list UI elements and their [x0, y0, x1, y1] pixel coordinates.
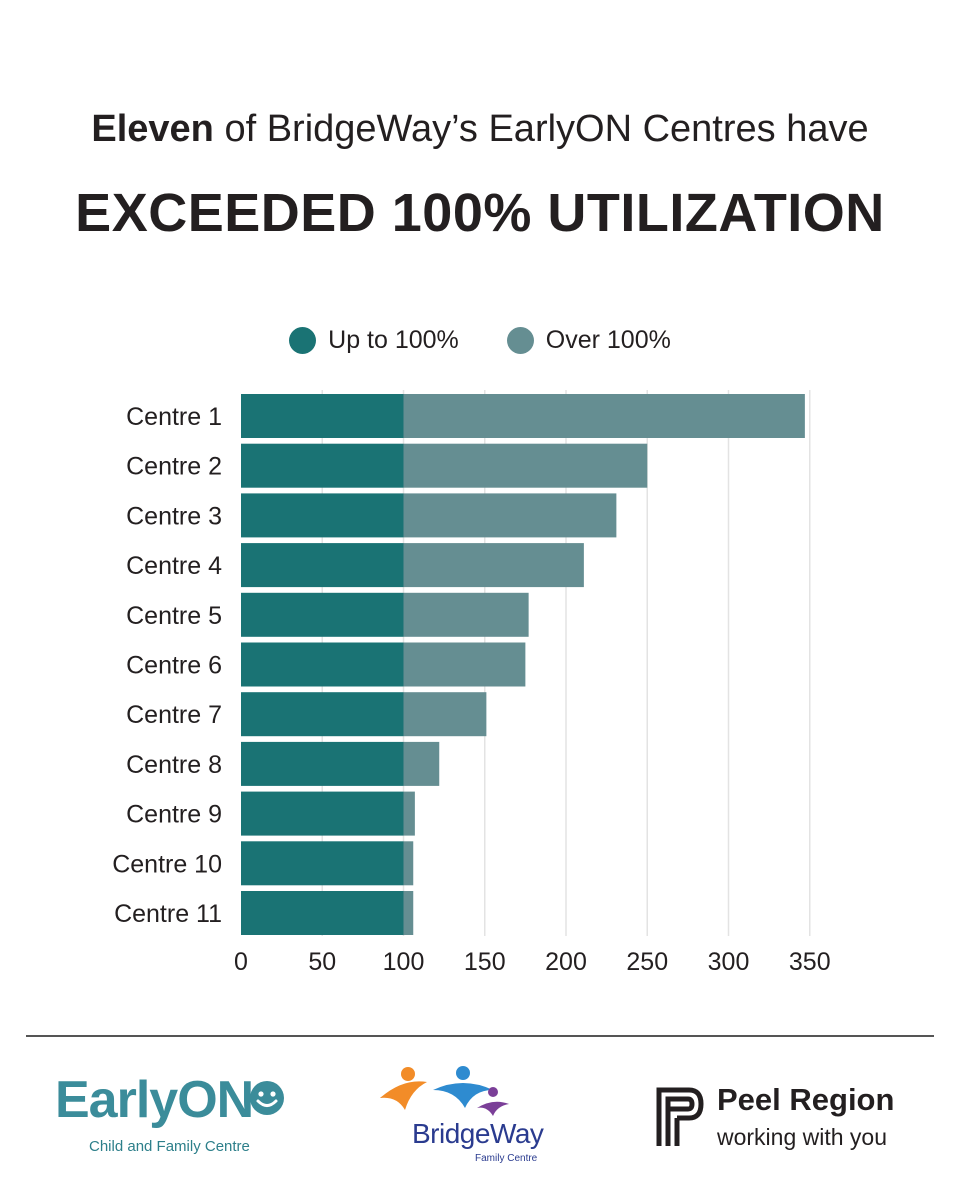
bar-over-100-8	[403, 741, 440, 786]
legend-label-up-to-100: Up to 100%	[328, 326, 459, 354]
headline: Eleven of BridgeWay’s EarlyON Centres ha…	[0, 108, 960, 151]
bar-over-100-2	[403, 443, 648, 488]
subheadline: EXCEEDED 100% UTILIZATION	[75, 183, 885, 243]
x-tick-label-0: 0	[234, 948, 248, 976]
legend-label-over-100: Over 100%	[545, 326, 671, 354]
earlyon-logo: EarlyON Child and Family Centre	[55, 1070, 284, 1165]
category-label-8: Centre 8	[126, 751, 222, 779]
bar-up-to-100-4	[241, 543, 404, 588]
bar-up-to-100-11	[241, 891, 404, 935]
legend-swatch-up-to-100	[289, 327, 317, 354]
peel-region-mark-icon	[656, 1087, 704, 1146]
x-tick-label-300: 300	[708, 948, 750, 976]
peel-region-tagline: working with you	[717, 1124, 888, 1150]
bar-up-to-100-8	[241, 741, 404, 786]
smiley-icon	[250, 1081, 284, 1115]
earlyon-logo-text: EarlyON	[55, 1071, 254, 1129]
x-tick-label-150: 150	[464, 948, 506, 976]
legend-item-over-100: Over 100%	[506, 326, 671, 355]
earlyon-logo-subtitle: Child and Family Centre	[89, 1138, 250, 1155]
legend-item-up-to-100: Up to 100%	[289, 326, 459, 355]
headline-bold: Eleven	[91, 108, 214, 150]
bar-over-100-10	[403, 841, 414, 886]
bar-over-100-7	[403, 692, 487, 737]
x-tick-label-250: 250	[626, 948, 668, 976]
bar-over-100-11	[403, 891, 414, 935]
x-tick-label-50: 50	[308, 948, 336, 976]
legend-swatch-over-100	[506, 327, 534, 354]
category-label-2: Centre 2	[126, 453, 222, 481]
bar-up-to-100-1	[241, 394, 404, 438]
utilization-bar-chart: 0 50 100 150 200 250 300 350 Centre 1 Centre 2 Cen…	[112, 390, 831, 976]
category-label-7: Centre 7	[126, 701, 222, 729]
peel-region-name: Peel Region	[717, 1082, 895, 1117]
bridgeway-logo-text: BridgeWay	[412, 1118, 544, 1149]
bridgeway-figures-icon	[380, 1066, 509, 1116]
bar-over-100-5	[403, 592, 529, 637]
bar-up-to-100-6	[241, 642, 404, 687]
bar-up-to-100-3	[241, 493, 404, 538]
peel-region-logo: Peel Region working with you	[655, 1080, 915, 1155]
x-tick-label-100: 100	[383, 948, 425, 976]
bar-over-100-4	[403, 543, 584, 588]
bridgeway-logo: BridgeWay Family Centre	[370, 1060, 570, 1170]
x-tick-label-200: 200	[545, 948, 587, 976]
x-tick-label-350: 350	[789, 948, 831, 976]
bar-up-to-100-9	[241, 791, 404, 836]
bridgeway-logo-subtitle: Family Centre	[475, 1153, 538, 1164]
bar-over-100-6	[403, 642, 526, 687]
category-label-11: Centre 11	[114, 900, 222, 928]
bar-up-to-100-10	[241, 841, 404, 886]
category-label-5: Centre 5	[126, 602, 222, 630]
bar-over-100-3	[403, 493, 617, 538]
category-label-6: Centre 6	[126, 652, 222, 680]
bar-over-100-9	[403, 791, 415, 836]
bar-over-100-1	[403, 394, 805, 438]
category-label-10: Centre 10	[112, 850, 222, 878]
bar-up-to-100-2	[241, 443, 404, 488]
footer-divider	[26, 1035, 934, 1037]
category-label-4: Centre 4	[126, 552, 222, 580]
category-label-3: Centre 3	[126, 502, 222, 530]
category-label-1: Centre 1	[126, 403, 222, 431]
category-label-9: Centre 9	[126, 801, 222, 829]
bar-up-to-100-5	[241, 592, 404, 637]
bar-up-to-100-7	[241, 692, 404, 737]
headline-rest: of BridgeWay’s EarlyON Centres have	[213, 108, 869, 150]
chart-legend: Up to 100% Over 100%	[0, 326, 960, 355]
